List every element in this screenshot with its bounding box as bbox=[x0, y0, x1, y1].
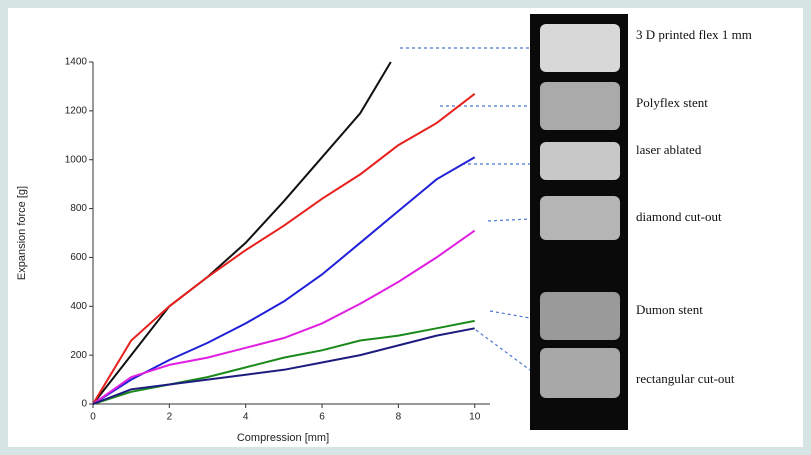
x-tick-label: 6 bbox=[319, 412, 325, 423]
series-label: laser ablated bbox=[636, 142, 702, 157]
x-axis-title: Compression [mm] bbox=[237, 432, 329, 444]
y-axis-title: Expansion force [g] bbox=[16, 186, 28, 280]
leader-line bbox=[475, 329, 531, 371]
series-label: rectangular cut-out bbox=[636, 371, 735, 386]
series-line bbox=[92, 61, 392, 405]
stent-photo bbox=[540, 348, 620, 398]
series-label: 3 D printed flex 1 mm bbox=[636, 27, 752, 42]
series-line bbox=[92, 156, 476, 405]
leader-line bbox=[489, 310, 531, 319]
stent-photo bbox=[540, 292, 620, 340]
y-tick-label: 1000 bbox=[65, 154, 88, 165]
leader-lines bbox=[400, 47, 531, 371]
y-tick-label: 200 bbox=[70, 350, 87, 361]
stent-photo bbox=[540, 82, 620, 130]
y-tick-label: 1200 bbox=[65, 105, 88, 116]
x-tick-label: 0 bbox=[90, 412, 96, 423]
y-tick-label: 400 bbox=[70, 301, 87, 312]
series-label: Dumon stent bbox=[636, 302, 703, 317]
leader-line bbox=[487, 218, 531, 222]
stent-photo bbox=[540, 196, 620, 240]
x-tick-label: 2 bbox=[167, 412, 173, 423]
x-tick-label: 10 bbox=[469, 412, 481, 423]
series-label: diamond cut-out bbox=[636, 209, 722, 224]
y-tick-label: 0 bbox=[81, 399, 87, 410]
stent-photo bbox=[540, 142, 620, 180]
series-line bbox=[92, 327, 475, 405]
y-tick-label: 600 bbox=[70, 252, 87, 263]
stent-photo bbox=[540, 24, 620, 72]
series-label: Polyflex stent bbox=[636, 95, 708, 110]
y-tick-label: 1400 bbox=[65, 57, 88, 68]
x-tick-label: 4 bbox=[243, 412, 249, 423]
stent-photos bbox=[540, 24, 620, 398]
series-line bbox=[92, 93, 476, 405]
x-tick-label: 8 bbox=[396, 412, 402, 423]
y-tick-label: 800 bbox=[70, 203, 87, 214]
series-line bbox=[92, 229, 476, 405]
